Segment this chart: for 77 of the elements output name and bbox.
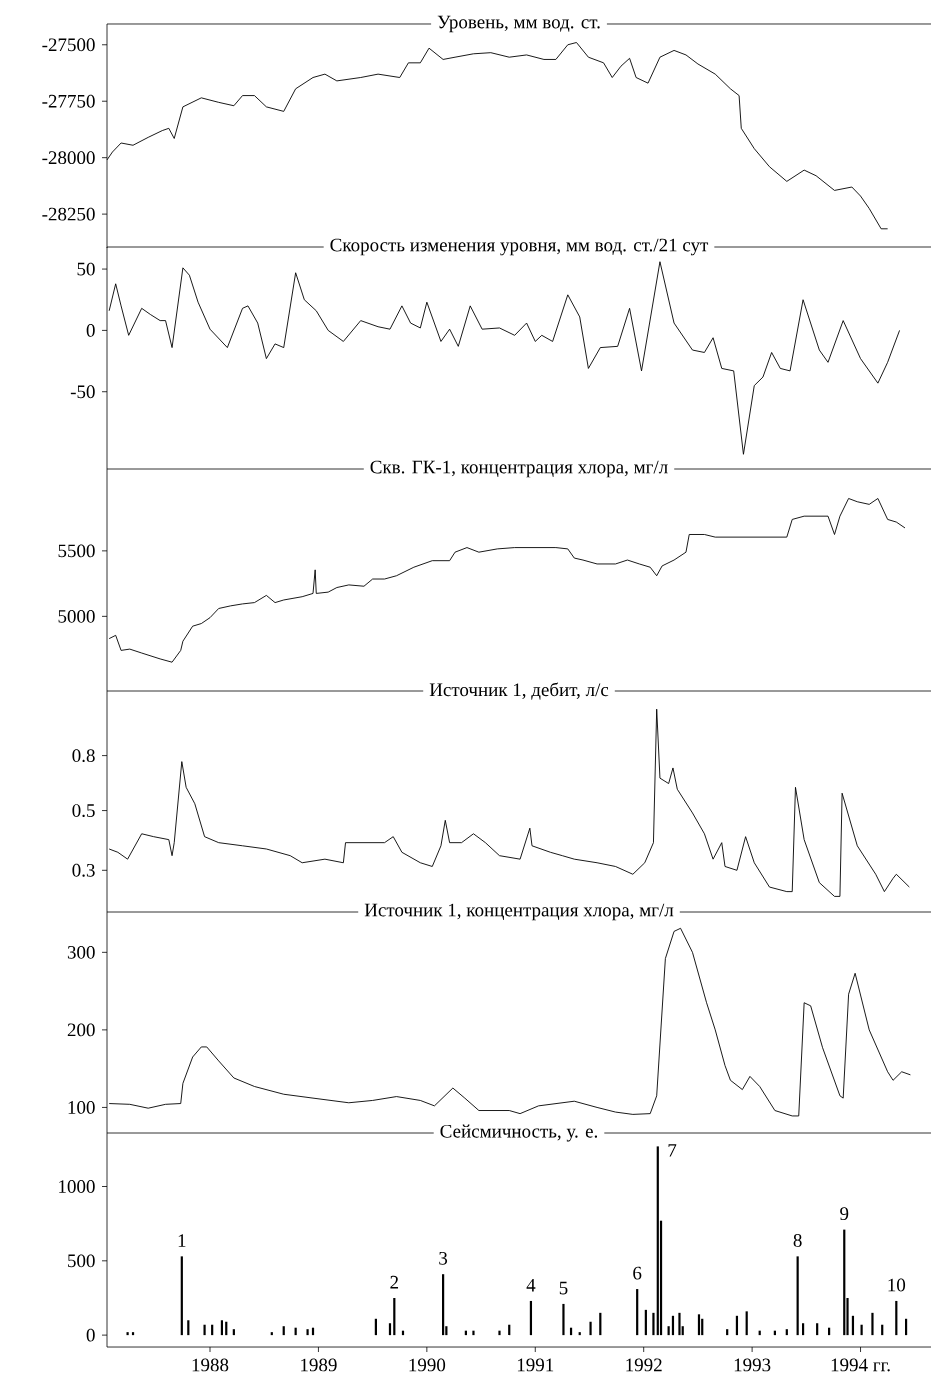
bar [282, 1326, 285, 1336]
x-tick-label: 1993 [734, 1358, 771, 1372]
y-tick-label: 0.8 [72, 749, 95, 763]
bar [472, 1330, 475, 1336]
bar [697, 1314, 701, 1336]
annotation: 3 [439, 1251, 448, 1265]
y-tick-label: 1000 [59, 1180, 95, 1193]
bar [871, 1312, 874, 1336]
bar [843, 1229, 846, 1336]
chart-title: Источник 1, концентрация хлора, мг/л [364, 903, 674, 921]
x-tick-label: 1992 [626, 1358, 662, 1372]
bar [785, 1329, 788, 1336]
y-tick-label: 0 [86, 1328, 95, 1342]
y-tick-label: 50 [77, 262, 95, 276]
chart-title: Скорость изменения уровня, мм вод. ст./21 сут [330, 238, 709, 256]
annotation: 8 [793, 1234, 802, 1247]
y-tick-label: 500 [68, 1254, 95, 1268]
bar [220, 1320, 224, 1336]
x-tick-label: 1990 [409, 1358, 446, 1372]
bar [851, 1315, 855, 1336]
bar [796, 1256, 799, 1336]
y-tick-label: 5500 [58, 544, 95, 558]
x-tick-label: 1988 [192, 1358, 229, 1372]
chart-title: Источник 1, дебит, л/с [429, 682, 609, 700]
bar [203, 1324, 206, 1336]
bar [388, 1323, 392, 1336]
annotation: 1 [178, 1234, 186, 1247]
bar [232, 1329, 235, 1336]
bar [225, 1321, 228, 1336]
bar [498, 1330, 501, 1336]
bar [126, 1332, 129, 1336]
y-tick-label: -27750 [42, 94, 95, 108]
y-tick-label: 5000 [58, 609, 95, 623]
bar [589, 1321, 592, 1336]
y-tick-label: 200 [67, 1023, 95, 1037]
bar [562, 1303, 565, 1336]
bar [678, 1312, 681, 1336]
annotation: 10 [888, 1278, 906, 1292]
annotation: 6 [633, 1266, 642, 1280]
bar [306, 1329, 309, 1336]
x-tick-label: 1991 [517, 1358, 554, 1372]
bar [656, 1146, 659, 1336]
bar [393, 1297, 396, 1336]
y-tick-label: 0.5 [72, 804, 95, 818]
bar [895, 1300, 898, 1336]
y-tick-label: 0.3 [72, 863, 95, 877]
chart-title: Скв. ГК-1, концентрация хлора, мг/л [370, 460, 668, 478]
annotation: 7 [668, 1144, 677, 1157]
bar [667, 1326, 670, 1336]
y-tick-label: -50 [70, 385, 95, 399]
x-tick-label: 1989 [301, 1358, 337, 1372]
bar [652, 1312, 655, 1336]
bar [529, 1300, 533, 1336]
bar [442, 1274, 445, 1336]
annotation: 5 [559, 1281, 568, 1295]
annotation: 2 [390, 1275, 399, 1289]
y-tick-label: 100 [68, 1101, 95, 1114]
chart-title: Уровень, мм вод. ст. [437, 15, 600, 33]
y-tick-label: -28000 [42, 151, 95, 165]
bar [599, 1312, 602, 1336]
y-tick-label: -27500 [42, 38, 95, 52]
y-tick-label: 300 [67, 945, 95, 959]
bar [735, 1315, 739, 1336]
y-tick-label: -28250 [42, 207, 95, 221]
bar [671, 1315, 675, 1336]
chart-title: Сейсмичность, у. е. [440, 1124, 598, 1142]
bar [726, 1329, 729, 1336]
bar [816, 1323, 819, 1336]
bar [187, 1320, 190, 1336]
annotation: 4 [526, 1278, 536, 1292]
annotation: 9 [840, 1207, 849, 1221]
y-tick-label: 0 [86, 324, 95, 337]
bar [801, 1323, 805, 1336]
bar [745, 1311, 748, 1336]
x-tick-label: 1994 гг. [831, 1358, 890, 1372]
bar [636, 1289, 639, 1336]
bar [180, 1256, 183, 1336]
